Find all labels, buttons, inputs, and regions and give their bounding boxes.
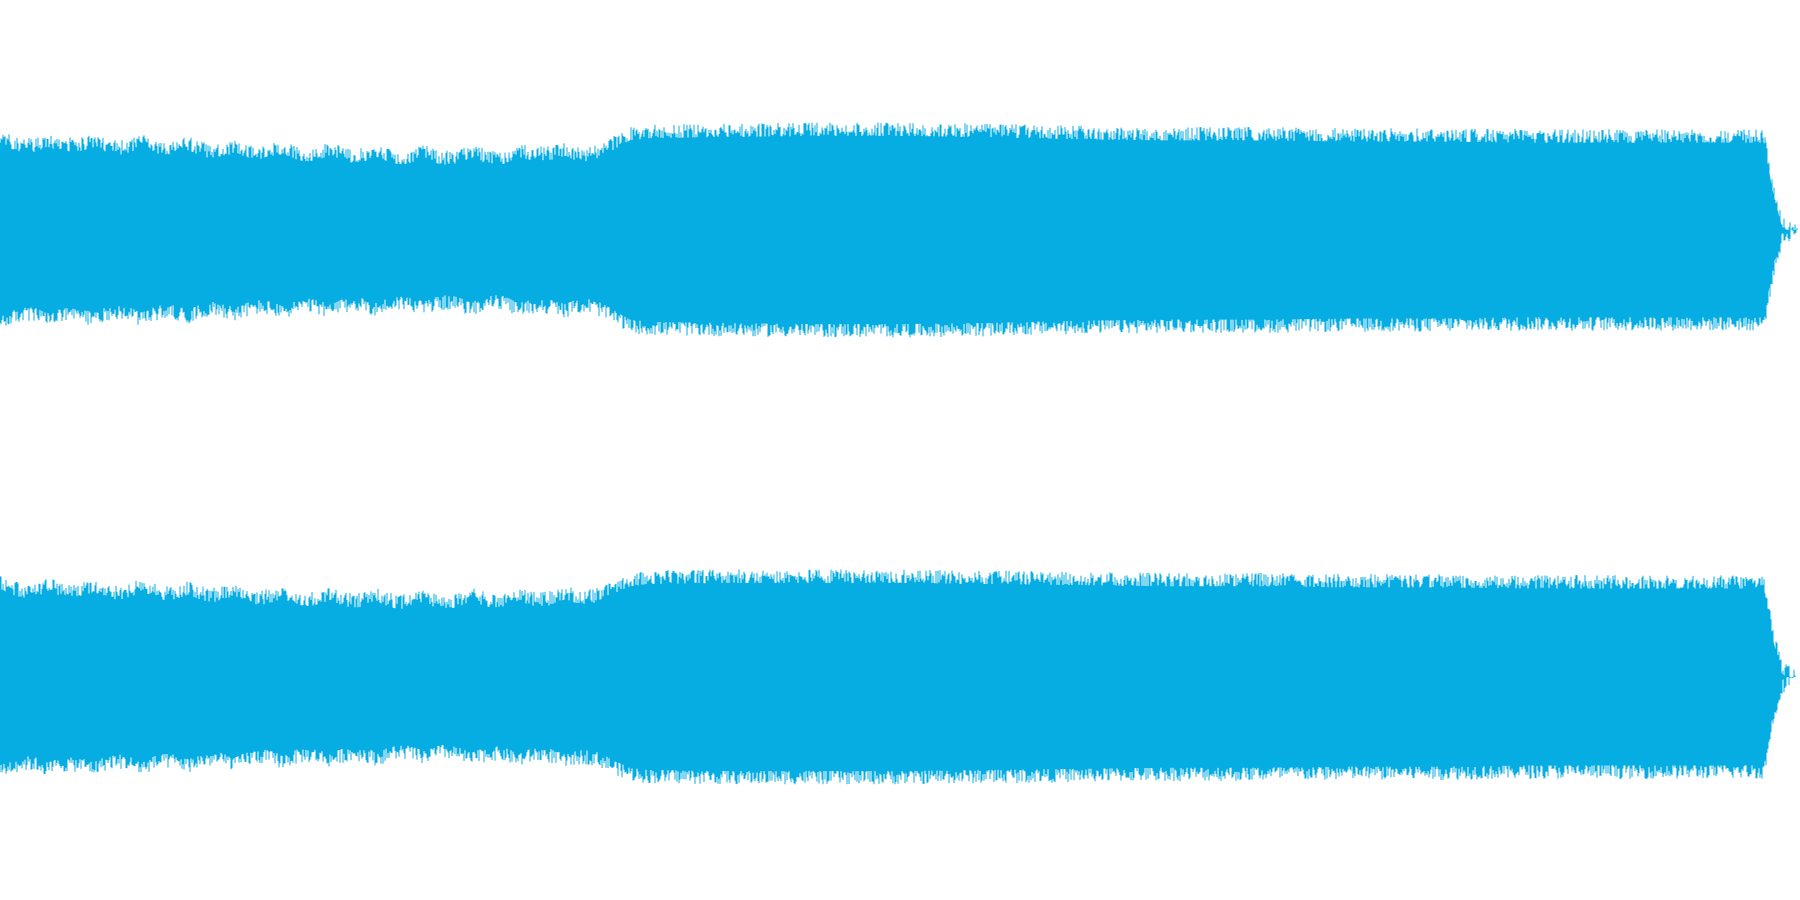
waveform-channel-left (0, 122, 1800, 338)
waveform-peaks-1 (0, 569, 1796, 785)
waveform-channel-right (0, 569, 1800, 785)
waveform-peaks-0 (0, 122, 1798, 338)
